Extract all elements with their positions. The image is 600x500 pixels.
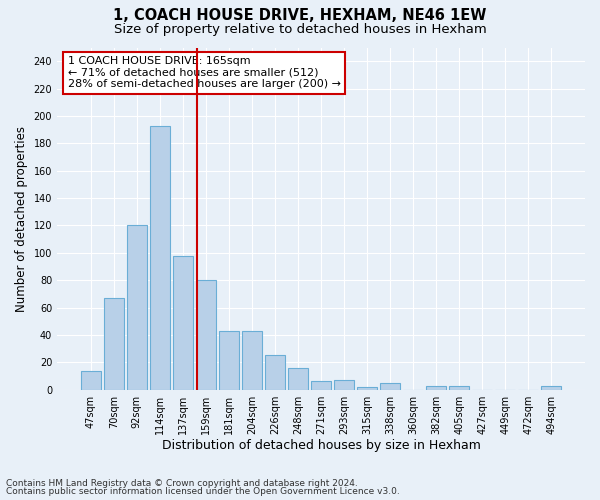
Bar <box>288 368 308 390</box>
Bar <box>449 386 469 390</box>
Bar <box>541 386 561 390</box>
Text: 1 COACH HOUSE DRIVE: 165sqm
← 71% of detached houses are smaller (512)
28% of se: 1 COACH HOUSE DRIVE: 165sqm ← 71% of det… <box>68 56 341 90</box>
Bar <box>104 298 124 390</box>
X-axis label: Distribution of detached houses by size in Hexham: Distribution of detached houses by size … <box>161 440 481 452</box>
Bar <box>357 387 377 390</box>
Text: 1, COACH HOUSE DRIVE, HEXHAM, NE46 1EW: 1, COACH HOUSE DRIVE, HEXHAM, NE46 1EW <box>113 8 487 22</box>
Bar <box>173 256 193 390</box>
Text: Size of property relative to detached houses in Hexham: Size of property relative to detached ho… <box>113 22 487 36</box>
Bar <box>150 126 170 390</box>
Bar <box>219 331 239 390</box>
Text: Contains HM Land Registry data © Crown copyright and database right 2024.: Contains HM Land Registry data © Crown c… <box>6 478 358 488</box>
Bar <box>127 226 146 390</box>
Bar <box>380 383 400 390</box>
Bar <box>427 386 446 390</box>
Bar <box>242 331 262 390</box>
Bar <box>311 382 331 390</box>
Text: Contains public sector information licensed under the Open Government Licence v3: Contains public sector information licen… <box>6 487 400 496</box>
Bar <box>81 370 101 390</box>
Bar <box>334 380 354 390</box>
Y-axis label: Number of detached properties: Number of detached properties <box>15 126 28 312</box>
Bar <box>265 356 285 390</box>
Bar <box>196 280 216 390</box>
